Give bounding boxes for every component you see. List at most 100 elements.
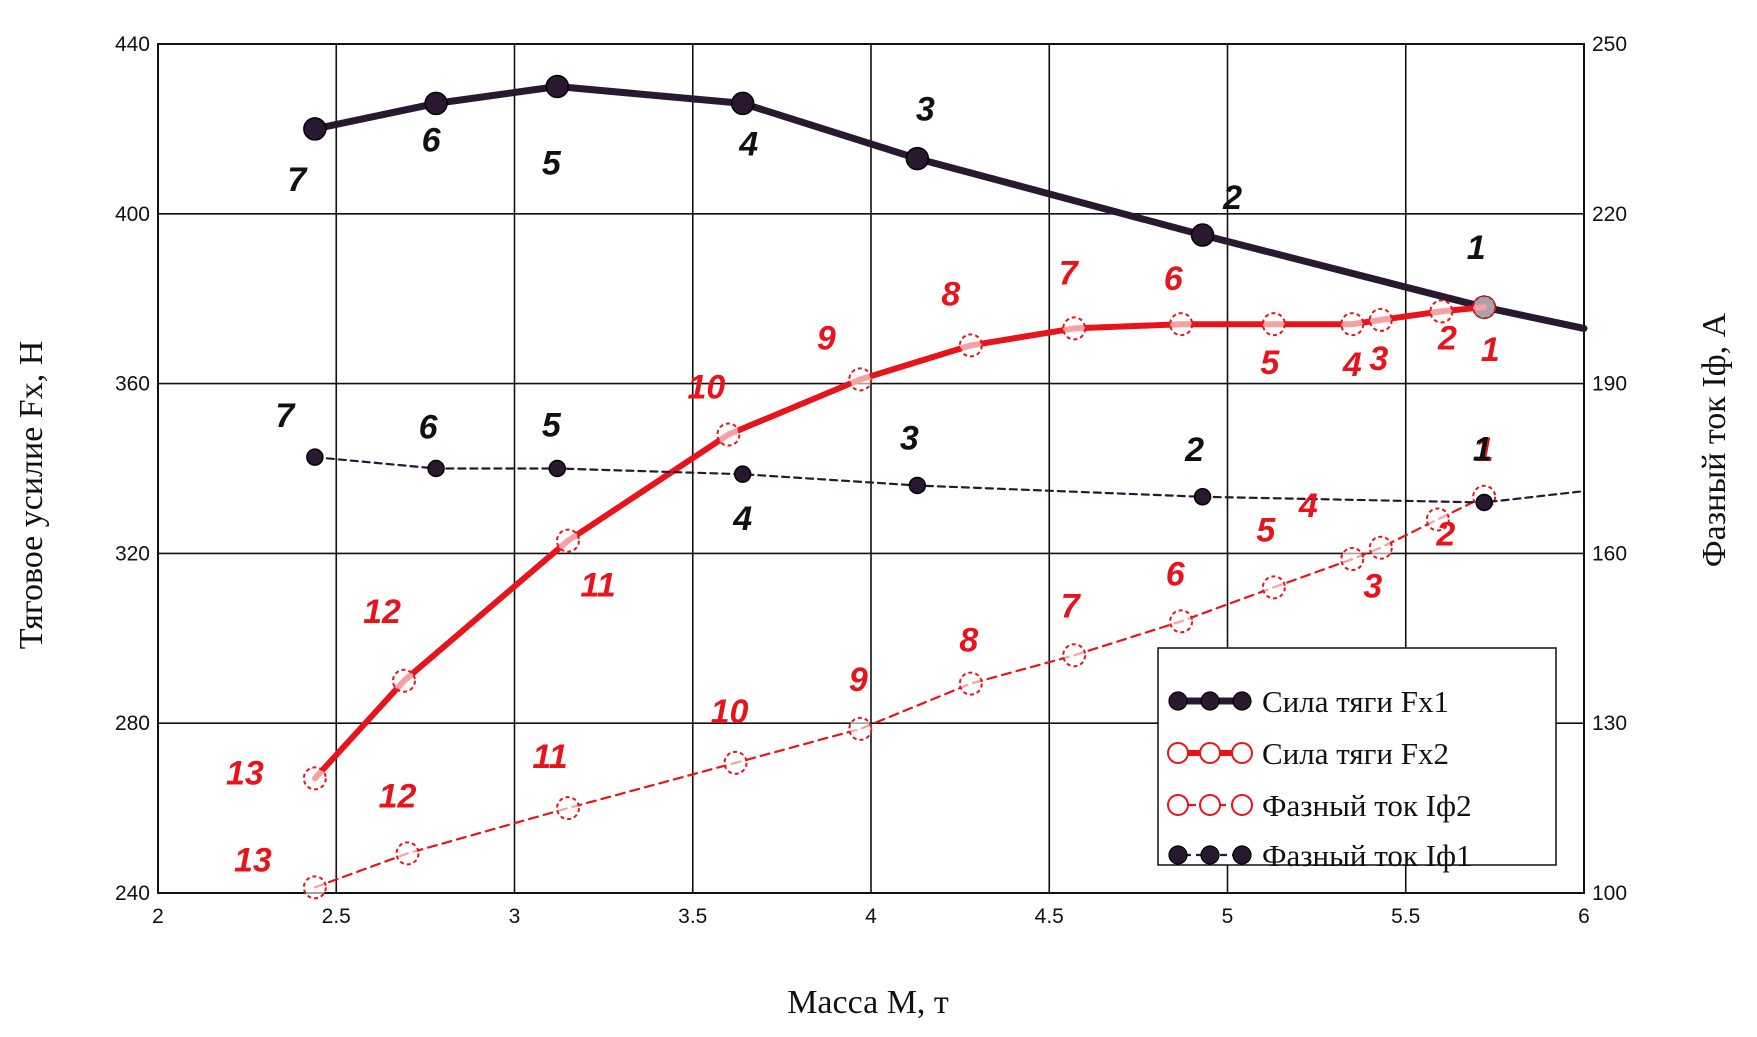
legend-label: Фазный ток Iф2 [1262,788,1472,823]
data-point [1340,547,1365,572]
legend-marker [1199,742,1221,764]
data-point [1261,312,1286,337]
grid [157,43,1585,894]
x-tick-label: 5 [1222,905,1234,928]
data-point [723,750,748,775]
data-point [555,796,580,821]
data-point [1368,307,1393,332]
x-axis-label: Масса М, т [787,984,949,1021]
legend-marker [1200,845,1220,865]
data-point [1062,316,1087,341]
point-label: 6 [1166,555,1186,593]
point-label: 13 [226,754,264,792]
point-label: 10 [687,369,725,407]
point-label: 7 [1059,254,1080,292]
data-point [1261,575,1286,600]
point-label: 12 [379,777,417,815]
data-point [302,766,327,791]
y-tick-label: 240 [115,882,150,905]
point-label: 6 [419,409,439,447]
data-point [733,465,752,483]
data-point [716,422,741,447]
data-point [1472,295,1497,320]
x-tick-label: 5.5 [1391,905,1420,928]
legend-box [1157,647,1557,866]
point-label: 5 [542,407,562,445]
point-label: 1 [1473,430,1492,468]
point-label: 8 [941,275,960,313]
legend-marker [1231,742,1253,764]
point-label: 4 [1298,487,1318,525]
data-point [306,448,324,466]
point-label: 11 [532,738,567,776]
y2-tick-label: 220 [1592,203,1627,226]
point-label: 2 [1222,179,1242,217]
point-label: 13 [234,841,272,879]
ticks: 2 2.5 3 3.5 4 4.5 5 5.5 624028032036040044010013… [115,33,1627,928]
data-point [1425,507,1450,532]
series-layer [302,74,1588,900]
point-label: 2 [1184,431,1204,469]
point-label: 7 [275,397,296,435]
x-tick-label: 2 [152,905,164,928]
data-point [391,668,416,693]
point-label: 4 [732,500,752,538]
data-point [1368,535,1393,560]
data-point [303,117,327,141]
point-label: 11 [580,567,615,605]
y-tick-label: 320 [115,542,150,565]
series-line-1 [311,83,1588,332]
x-tick-label: 3 [509,905,521,928]
legend: Сила тяги Fx1 Сила тяги Fx2 Фазный ток Iф2… [1157,647,1557,873]
y2-tick-label: 190 [1592,373,1627,396]
legend-marker [1231,794,1253,816]
data-point [1169,312,1194,337]
data-point [905,146,930,171]
data-point [545,74,570,99]
x-tick-label: 4.5 [1035,905,1064,928]
y2-axis-label: Фазный ток Iф, А [1696,312,1733,567]
point-label: 5 [1260,344,1280,382]
series-line-4 [313,456,1586,504]
legend-marker [1167,742,1189,764]
point-label: 1 [1467,229,1486,267]
point-label: 4 [1342,346,1362,384]
data-point [848,367,873,392]
x-tick-label: 4 [865,905,877,928]
data-point [395,841,420,866]
plot-frame [157,43,1585,894]
point-label: 2 [1435,515,1455,553]
data-point [730,91,755,116]
y2-tick-label: 100 [1592,882,1627,905]
point-label: 1 [1475,431,1494,469]
data-point [848,716,873,741]
legend-marker [1167,794,1189,816]
point-label: 12 [363,593,401,631]
y-tick-label: 280 [115,712,150,735]
point-label: 3 [900,419,919,457]
y2-tick-label: 130 [1592,712,1627,735]
point-label: 1 [1481,331,1500,369]
legend-label: Фазный ток Iф1 [1262,838,1472,873]
point-label: 5 [1256,511,1276,549]
data-point [1193,488,1212,506]
legend-marker [1168,845,1188,865]
legend-marker [1232,845,1252,865]
data-point [555,528,580,553]
data-point [958,333,983,358]
data-point [958,671,983,696]
legend-label: Сила тяги Fx2 [1262,736,1449,771]
y2-tick-label: 160 [1592,542,1627,565]
point-label: 3 [1369,340,1388,378]
point-label: 5 [542,144,562,182]
data-point [424,91,448,116]
point-label: 7 [1061,587,1082,625]
point-label: 8 [959,622,978,660]
data-point [302,875,327,900]
point-label: 10 [711,693,749,731]
data-point [1475,493,1493,512]
point-label: 4 [738,125,758,163]
point-label: 6 [422,121,442,159]
